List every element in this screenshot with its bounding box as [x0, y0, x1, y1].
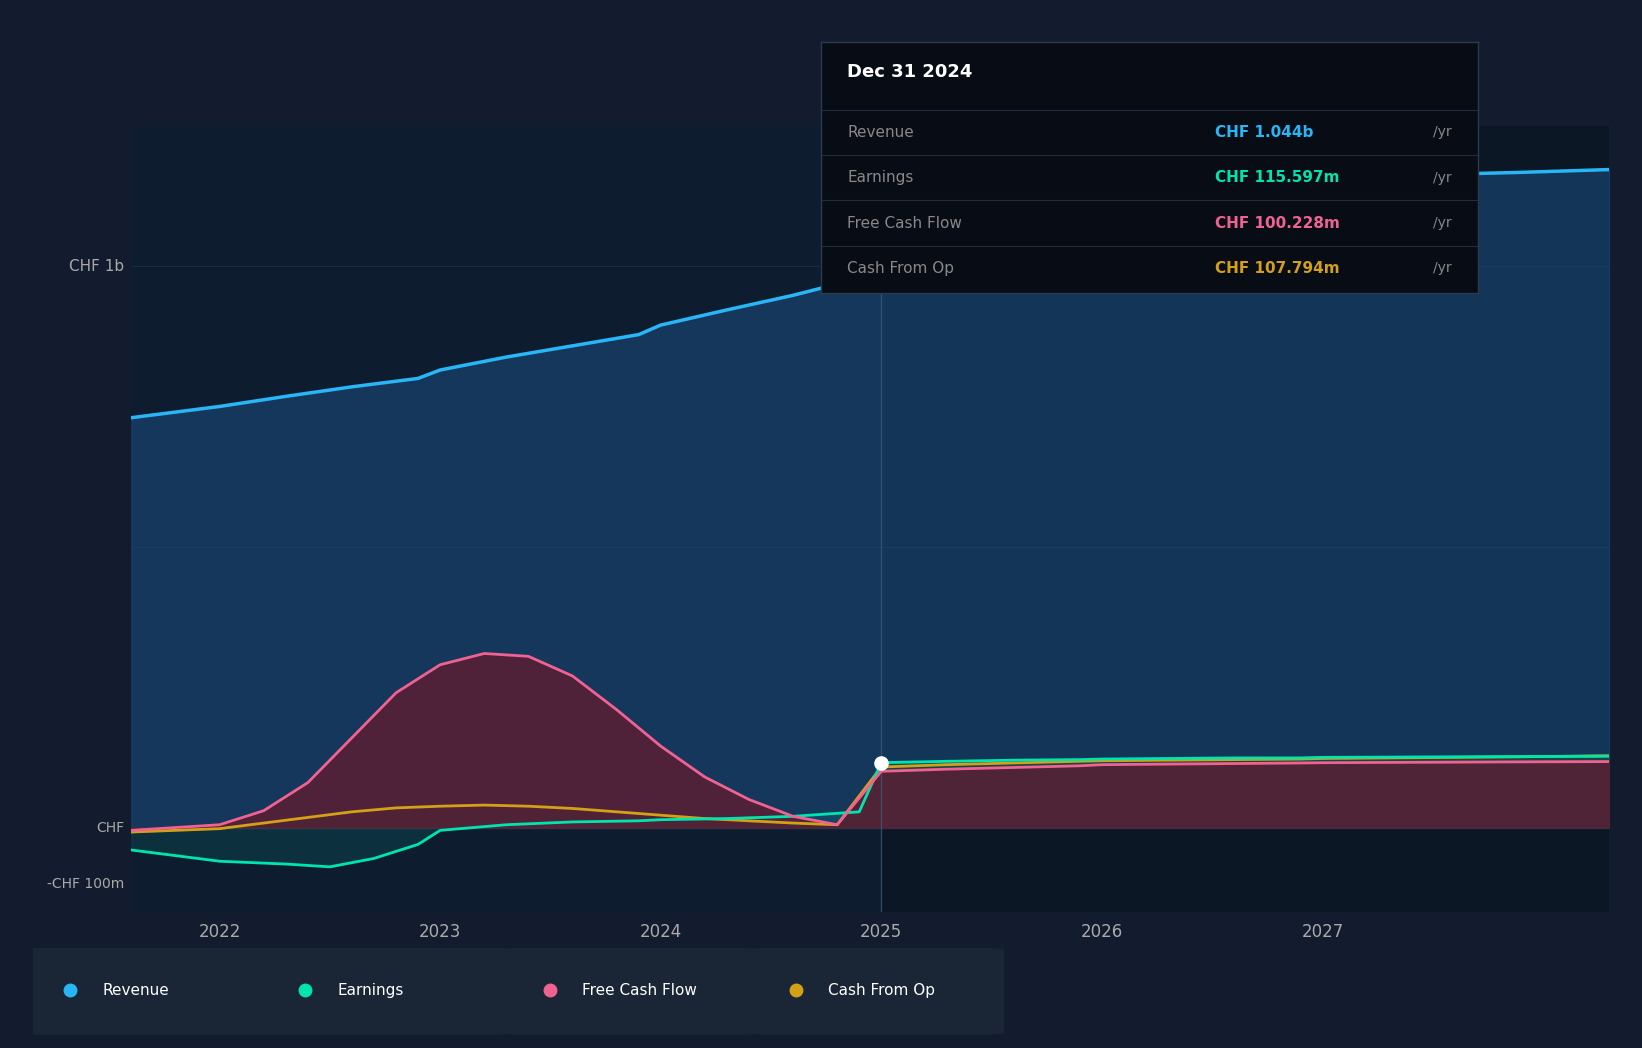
FancyBboxPatch shape	[749, 947, 1005, 1034]
Text: Revenue: Revenue	[847, 125, 915, 140]
Text: CHF 1.044b: CHF 1.044b	[1215, 125, 1314, 140]
Text: /yr: /yr	[1433, 216, 1452, 230]
FancyBboxPatch shape	[502, 947, 759, 1034]
Bar	[882, 126, 1609, 912]
Bar	[131, 126, 882, 912]
Text: Cash From Op: Cash From Op	[847, 261, 954, 276]
Text: CHF 107.794m: CHF 107.794m	[1215, 261, 1340, 276]
Text: Past: Past	[832, 163, 874, 182]
Text: Free Cash Flow: Free Cash Flow	[847, 216, 962, 231]
Text: Cash From Op: Cash From Op	[828, 983, 934, 998]
FancyBboxPatch shape	[23, 947, 279, 1034]
Text: CHF 1b: CHF 1b	[69, 259, 125, 274]
Text: Earnings: Earnings	[847, 170, 913, 185]
Text: /yr: /yr	[1433, 261, 1452, 276]
Text: /yr: /yr	[1433, 171, 1452, 184]
Text: Dec 31 2024: Dec 31 2024	[847, 63, 972, 81]
Text: CHF 100.228m: CHF 100.228m	[1215, 216, 1340, 231]
FancyBboxPatch shape	[258, 947, 514, 1034]
Text: CHF 115.597m: CHF 115.597m	[1215, 170, 1340, 185]
Text: Free Cash Flow: Free Cash Flow	[583, 983, 698, 998]
Text: Revenue: Revenue	[102, 983, 169, 998]
Text: Analysts Forecasts: Analysts Forecasts	[888, 163, 1043, 182]
Text: Earnings: Earnings	[337, 983, 404, 998]
Text: /yr: /yr	[1433, 126, 1452, 139]
Text: -CHF 100m: -CHF 100m	[46, 877, 125, 891]
Text: CHF: CHF	[95, 821, 125, 834]
